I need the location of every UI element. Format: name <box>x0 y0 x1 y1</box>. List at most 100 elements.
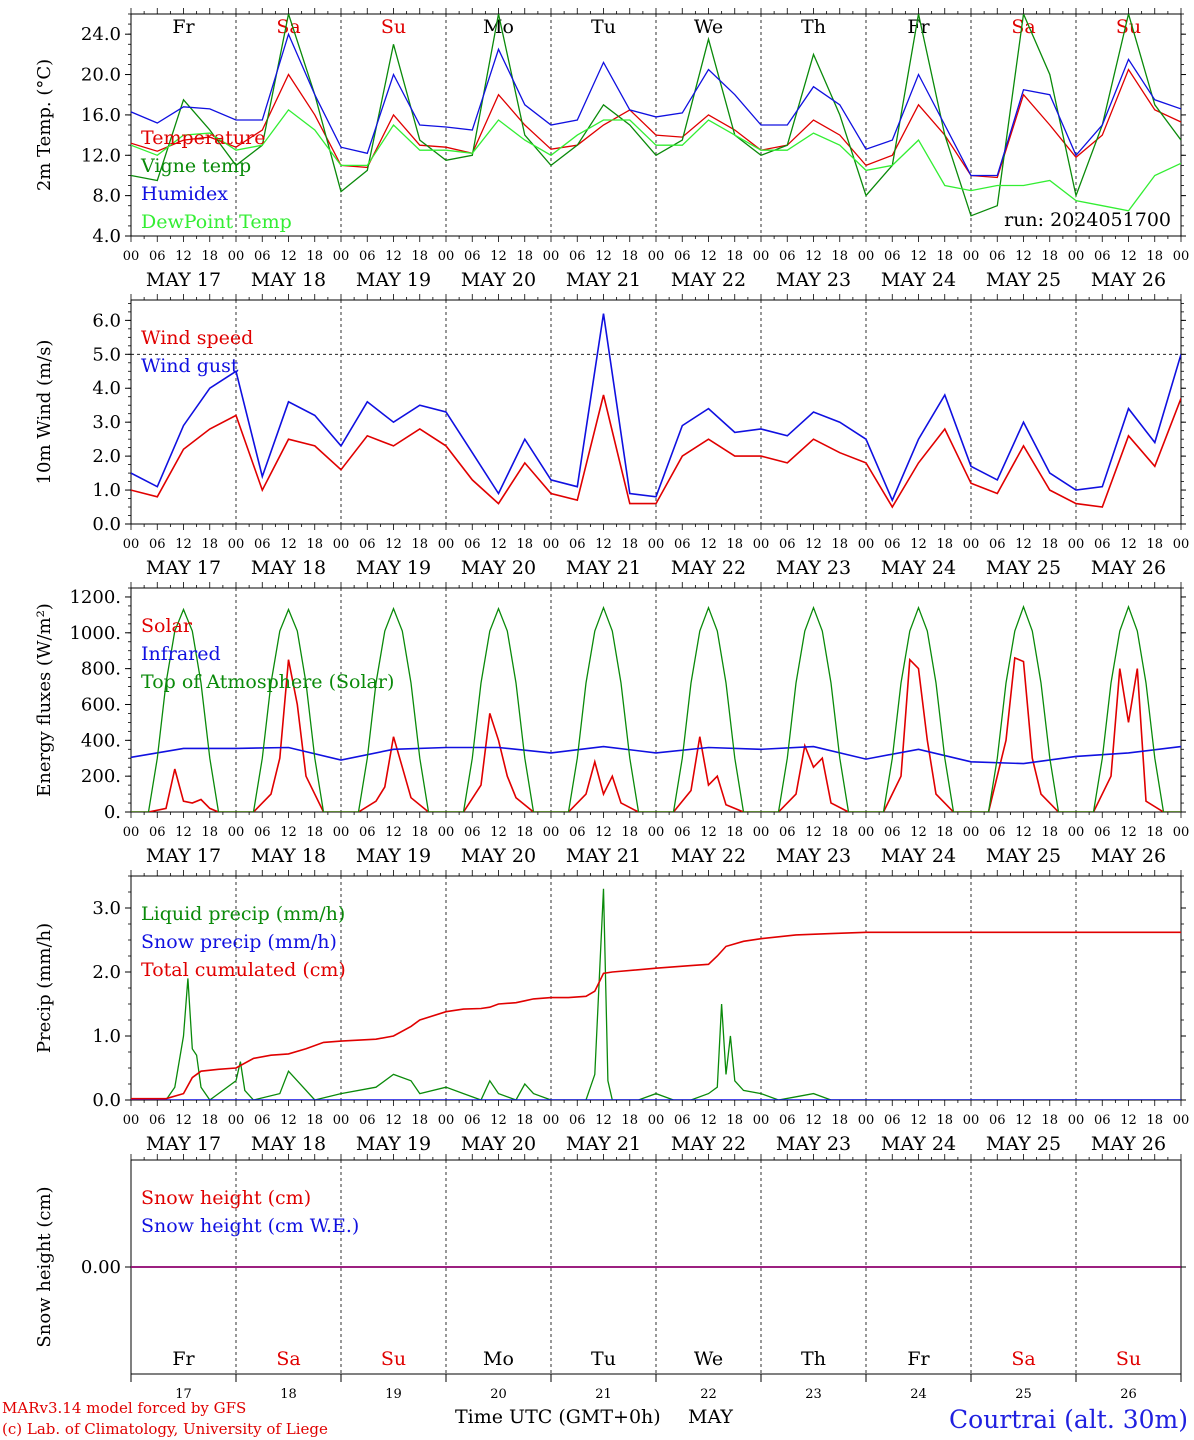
x-hour-label: 18 <box>936 249 953 264</box>
x-day-number: 22 <box>700 1387 717 1402</box>
x-hour-label: 00 <box>123 537 140 552</box>
x-hour-label: 18 <box>411 249 428 264</box>
x-hour-label: 06 <box>1094 537 1111 552</box>
y-tick-label: 24.0 <box>81 24 121 45</box>
x-hour-label: 12 <box>805 1113 822 1128</box>
legend-entry: Wind speed <box>141 327 253 349</box>
x-day-label: MAY 24 <box>881 845 956 867</box>
x-hour-label: 00 <box>228 537 245 552</box>
y-tick-label: 1.0 <box>92 480 121 501</box>
x-hour-label: 18 <box>411 1113 428 1128</box>
x-hour-label: 00 <box>1173 249 1190 264</box>
x-day-label: MAY 18 <box>251 269 326 291</box>
x-hour-label: 18 <box>936 537 953 552</box>
x-day-label: MAY 20 <box>461 269 536 291</box>
x-day-label: MAY 20 <box>461 557 536 579</box>
x-hour-label: 18 <box>831 249 848 264</box>
y-axis-label: 10m Wind (m/s) <box>34 340 55 485</box>
legend-entry: Vigne temp <box>140 155 251 177</box>
x-hour-label: 18 <box>1146 1113 1163 1128</box>
x-hour-label: 06 <box>779 537 796 552</box>
x-hour-label: 18 <box>621 1113 638 1128</box>
x-hour-label: 06 <box>464 537 481 552</box>
x-hour-label: 00 <box>963 249 980 264</box>
y-axis-label: Precip (mm/h) <box>34 923 55 1053</box>
day-of-week-label: Th <box>801 1348 826 1370</box>
x-hour-label: 18 <box>201 537 218 552</box>
x-hour-label: 12 <box>910 249 927 264</box>
x-hour-label: 00 <box>333 1113 350 1128</box>
x-day-label: MAY 26 <box>1091 557 1166 579</box>
x-day-label: MAY 26 <box>1091 845 1166 867</box>
day-of-week-label: Su <box>381 1348 406 1370</box>
x-hour-label: 12 <box>805 537 822 552</box>
x-hour-label: 18 <box>306 825 323 840</box>
x-hour-label: 06 <box>779 825 796 840</box>
day-of-week-label: Fr <box>907 1348 930 1370</box>
plot-frame-1 <box>130 299 1182 525</box>
x-day-label: MAY 25 <box>986 845 1061 867</box>
x-hour-label: 12 <box>595 537 612 552</box>
x-hour-label: 18 <box>936 1113 953 1128</box>
x-hour-label: 12 <box>175 1113 192 1128</box>
legend-entry: Snow precip (mm/h) <box>141 931 337 953</box>
x-hour-label: 18 <box>621 249 638 264</box>
x-hour-label: 12 <box>490 249 507 264</box>
x-hour-label: 12 <box>490 825 507 840</box>
day-of-week-label: Fr <box>172 16 195 38</box>
x-hour-label: 06 <box>674 825 691 840</box>
y-tick-label: 0.0 <box>92 514 121 535</box>
x-hour-label: 00 <box>1068 249 1085 264</box>
x-day-label: MAY 24 <box>881 1133 956 1155</box>
day-of-week-label: Mo <box>483 1348 514 1370</box>
series-line-infrared <box>131 745 1181 765</box>
y-axis-label: 2m Temp. (°C) <box>34 59 55 191</box>
day-of-week-label: Th <box>801 16 826 38</box>
x-day-label: MAY 18 <box>251 1133 326 1155</box>
legend-entry: Humidex <box>141 183 228 205</box>
legend-entry: DewPoint Temp <box>141 211 292 233</box>
y-axis-label: Energy fluxes (W/m²) <box>34 603 55 797</box>
x-hour-label: 12 <box>910 825 927 840</box>
legend-entry: Total cumulated (cm) <box>141 959 346 981</box>
x-hour-label: 06 <box>884 537 901 552</box>
x-hour-label: 06 <box>779 249 796 264</box>
x-hour-label: 18 <box>1146 249 1163 264</box>
x-hour-label: 06 <box>359 825 376 840</box>
x-hour-label: 06 <box>254 825 271 840</box>
x-day-label: MAY 19 <box>356 1133 431 1155</box>
x-hour-label: 00 <box>438 537 455 552</box>
x-hour-label: 12 <box>1120 825 1137 840</box>
x-hour-label: 00 <box>543 825 560 840</box>
x-day-label: MAY 19 <box>356 845 431 867</box>
legend-entry: Liquid precip (mm/h) <box>141 903 345 925</box>
x-hour-label: 00 <box>438 825 455 840</box>
x-hour-label: 06 <box>464 825 481 840</box>
x-hour-label: 06 <box>989 249 1006 264</box>
x-hour-label: 12 <box>595 825 612 840</box>
y-axis-label: Snow height (cm) <box>34 1186 55 1347</box>
x-hour-label: 00 <box>1173 825 1190 840</box>
x-hour-label: 00 <box>123 825 140 840</box>
x-hour-label: 00 <box>963 1113 980 1128</box>
x-hour-label: 12 <box>595 1113 612 1128</box>
x-hour-label: 00 <box>858 537 875 552</box>
legend-entry: Infrared <box>141 643 221 665</box>
x-hour-label: 06 <box>674 537 691 552</box>
series-line-top-of-atmosphere-solar- <box>131 604 1181 812</box>
x-hour-label: 06 <box>884 1113 901 1128</box>
x-hour-label: 18 <box>1146 825 1163 840</box>
y-tick-label: 3.0 <box>92 898 121 919</box>
model-credit: MARv3.14 model forced by GFS <box>2 1399 246 1417</box>
x-day-label: MAY 17 <box>146 269 221 291</box>
x-hour-label: 12 <box>385 537 402 552</box>
x-hour-label: 06 <box>464 249 481 264</box>
day-of-week-label: Sa <box>276 1348 300 1370</box>
x-hour-label: 00 <box>648 537 665 552</box>
x-axis-title: Time UTC (GMT+0h) <box>455 1406 661 1428</box>
x-hour-label: 18 <box>516 249 533 264</box>
day-of-week-label: Fr <box>907 16 930 38</box>
x-hour-label: 12 <box>175 249 192 264</box>
day-of-week-label: Su <box>1116 1348 1141 1370</box>
x-hour-label: 06 <box>149 1113 166 1128</box>
